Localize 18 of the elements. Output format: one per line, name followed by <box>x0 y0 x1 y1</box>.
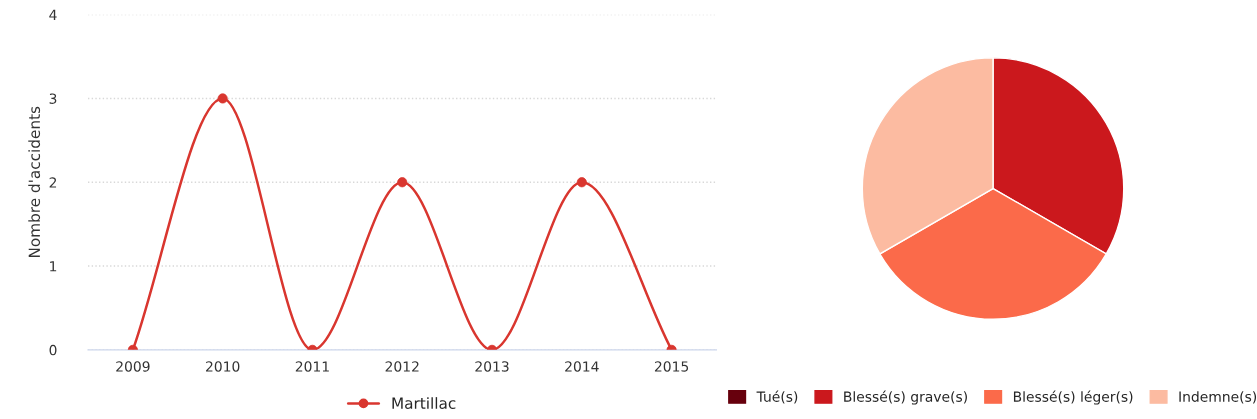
x-tick-label: 2009 <box>116 361 150 372</box>
legend-label: Blessé(s) léger(s) <box>1013 390 1133 405</box>
x-tick-label: 2013 <box>475 361 509 372</box>
legend-label: Tué(s) <box>756 390 798 404</box>
y-tick-label: 3 <box>49 93 57 104</box>
x-tick-label: 2012 <box>385 361 419 372</box>
legend-label: Blessé(s) grave(s) <box>844 390 967 405</box>
y-tick-label: 4 <box>49 9 57 20</box>
y-axis-title: Nombre d'accidents <box>28 106 41 258</box>
y-tick-label: 0 <box>49 344 57 356</box>
x-tick-label: 2015 <box>654 361 689 372</box>
x-tick-label: 2010 <box>206 361 240 372</box>
legend-label: Martillac <box>392 397 456 409</box>
legend-label: Indemne(s) <box>1179 391 1257 404</box>
y-tick-label: 2 <box>49 177 57 188</box>
y-tick-label: 1 <box>50 261 57 272</box>
x-tick-label: 2014 <box>565 361 599 372</box>
x-tick-label: 2011 <box>295 361 329 372</box>
